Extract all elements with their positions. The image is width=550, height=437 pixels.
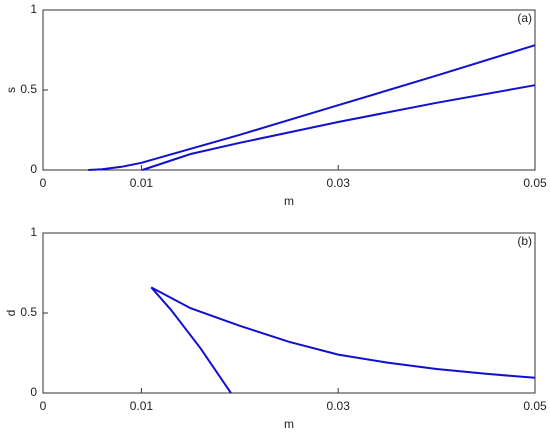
y-tick-label: 0.5 bbox=[20, 305, 37, 319]
y-tick-label: 0.5 bbox=[20, 82, 37, 96]
panel-label: (a) bbox=[517, 11, 532, 25]
x-tick-label: 0.03 bbox=[327, 399, 351, 413]
y-axis-label: d bbox=[4, 310, 18, 317]
data-line bbox=[142, 84, 536, 171]
x-tick-label: 0 bbox=[40, 176, 47, 190]
x-axis-label: m bbox=[284, 194, 294, 208]
y-tick-label: 0 bbox=[30, 385, 37, 399]
plot-frame bbox=[42, 232, 536, 394]
y-axis-label: s bbox=[4, 87, 18, 93]
panel-label: (b) bbox=[517, 234, 532, 248]
x-axis-label: m bbox=[284, 417, 294, 431]
plot-frame bbox=[42, 9, 536, 171]
y-tick-label: 0 bbox=[30, 162, 37, 176]
x-tick-label: 0 bbox=[40, 399, 47, 413]
data-line bbox=[88, 44, 536, 171]
x-tick-label: 0.01 bbox=[130, 399, 154, 413]
data-line bbox=[150, 286, 536, 379]
x-tick-label: 0.03 bbox=[327, 176, 351, 190]
y-tick-label: 1 bbox=[30, 2, 37, 16]
data-line bbox=[150, 286, 232, 394]
x-tick-label: 0.05 bbox=[523, 399, 547, 413]
y-tick-label: 1 bbox=[30, 225, 37, 239]
x-tick-label: 0.01 bbox=[130, 176, 154, 190]
x-tick-label: 0.05 bbox=[523, 176, 547, 190]
